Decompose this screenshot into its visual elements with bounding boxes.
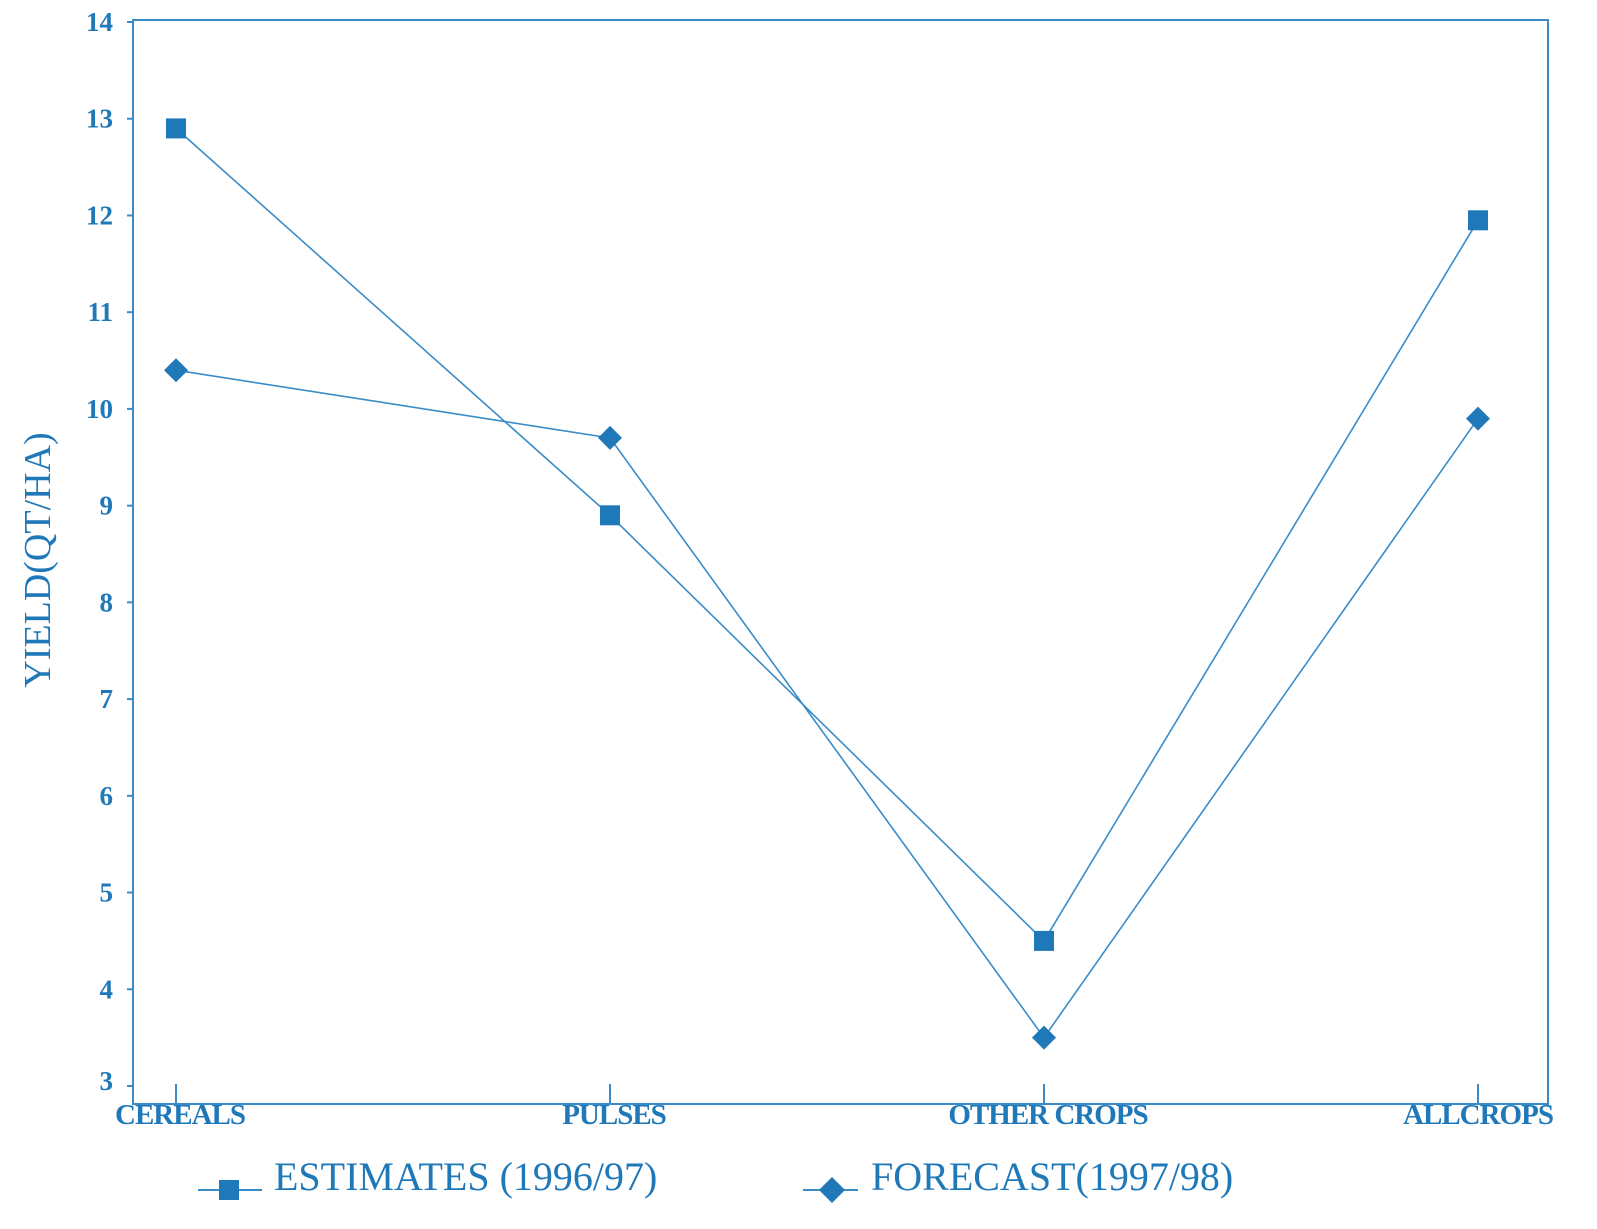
y-tick-label-10: 10 xyxy=(86,394,113,424)
legend-item-estimates: ESTIMATES (1996/97) xyxy=(198,1154,657,1200)
y-tick-label-3: 3 xyxy=(100,1066,114,1096)
x-tick-label-other-crops: OTHER CROPS xyxy=(948,1099,1147,1131)
legend-label-estimates: ESTIMATES (1996/97) xyxy=(274,1154,657,1199)
point-forecast-1 xyxy=(598,425,622,450)
point-estimates-3 xyxy=(1468,210,1488,231)
y-tick-label-12: 12 xyxy=(86,200,113,230)
series-layer xyxy=(164,118,1490,1050)
y-axis-title: YIELD(QT/HA) xyxy=(17,432,59,687)
point-estimates-0 xyxy=(166,118,186,139)
legend-square-marker-icon xyxy=(219,1180,239,1200)
y-tick-label-7: 7 xyxy=(100,684,114,714)
legend-diamond-marker-icon xyxy=(819,1177,845,1203)
y-tick-label-11: 11 xyxy=(87,297,113,327)
legend: ESTIMATES (1996/97) FORECAST(1997/98) xyxy=(198,1154,1233,1203)
y-tick-label-9: 9 xyxy=(100,491,114,521)
x-axis-ticks: CEREALS PULSES OTHER CROPS ALLCROPS xyxy=(115,1084,1554,1131)
point-estimates-2 xyxy=(1034,930,1054,951)
y-axis-ticks: 3 4 5 6 7 8 9 10 11 12 13 14 xyxy=(86,7,133,1096)
point-estimates-1 xyxy=(600,505,620,526)
point-forecast-0 xyxy=(164,358,188,383)
series-line-estimates xyxy=(175,127,1479,943)
x-tick-label-cereals: CEREALS xyxy=(115,1099,245,1131)
plot-frame xyxy=(132,19,1549,1105)
y-tick-label-14: 14 xyxy=(86,7,113,37)
series-line-forecast xyxy=(175,369,1479,1040)
point-forecast-2 xyxy=(1032,1025,1056,1050)
legend-item-forecast: FORECAST(1997/98) xyxy=(803,1154,1233,1203)
x-tick-label-allcrops: ALLCROPS xyxy=(1403,1099,1553,1131)
y-tick-label-5: 5 xyxy=(100,878,114,908)
y-tick-label-6: 6 xyxy=(100,781,114,811)
legend-label-forecast: FORECAST(1997/98) xyxy=(871,1154,1233,1199)
y-tick-label-13: 13 xyxy=(86,104,113,134)
x-tick-label-pulses: PULSES xyxy=(562,1099,666,1131)
y-tick-label-8: 8 xyxy=(100,587,114,617)
point-forecast-3 xyxy=(1466,406,1490,431)
y-tick-label-4: 4 xyxy=(100,974,114,1004)
